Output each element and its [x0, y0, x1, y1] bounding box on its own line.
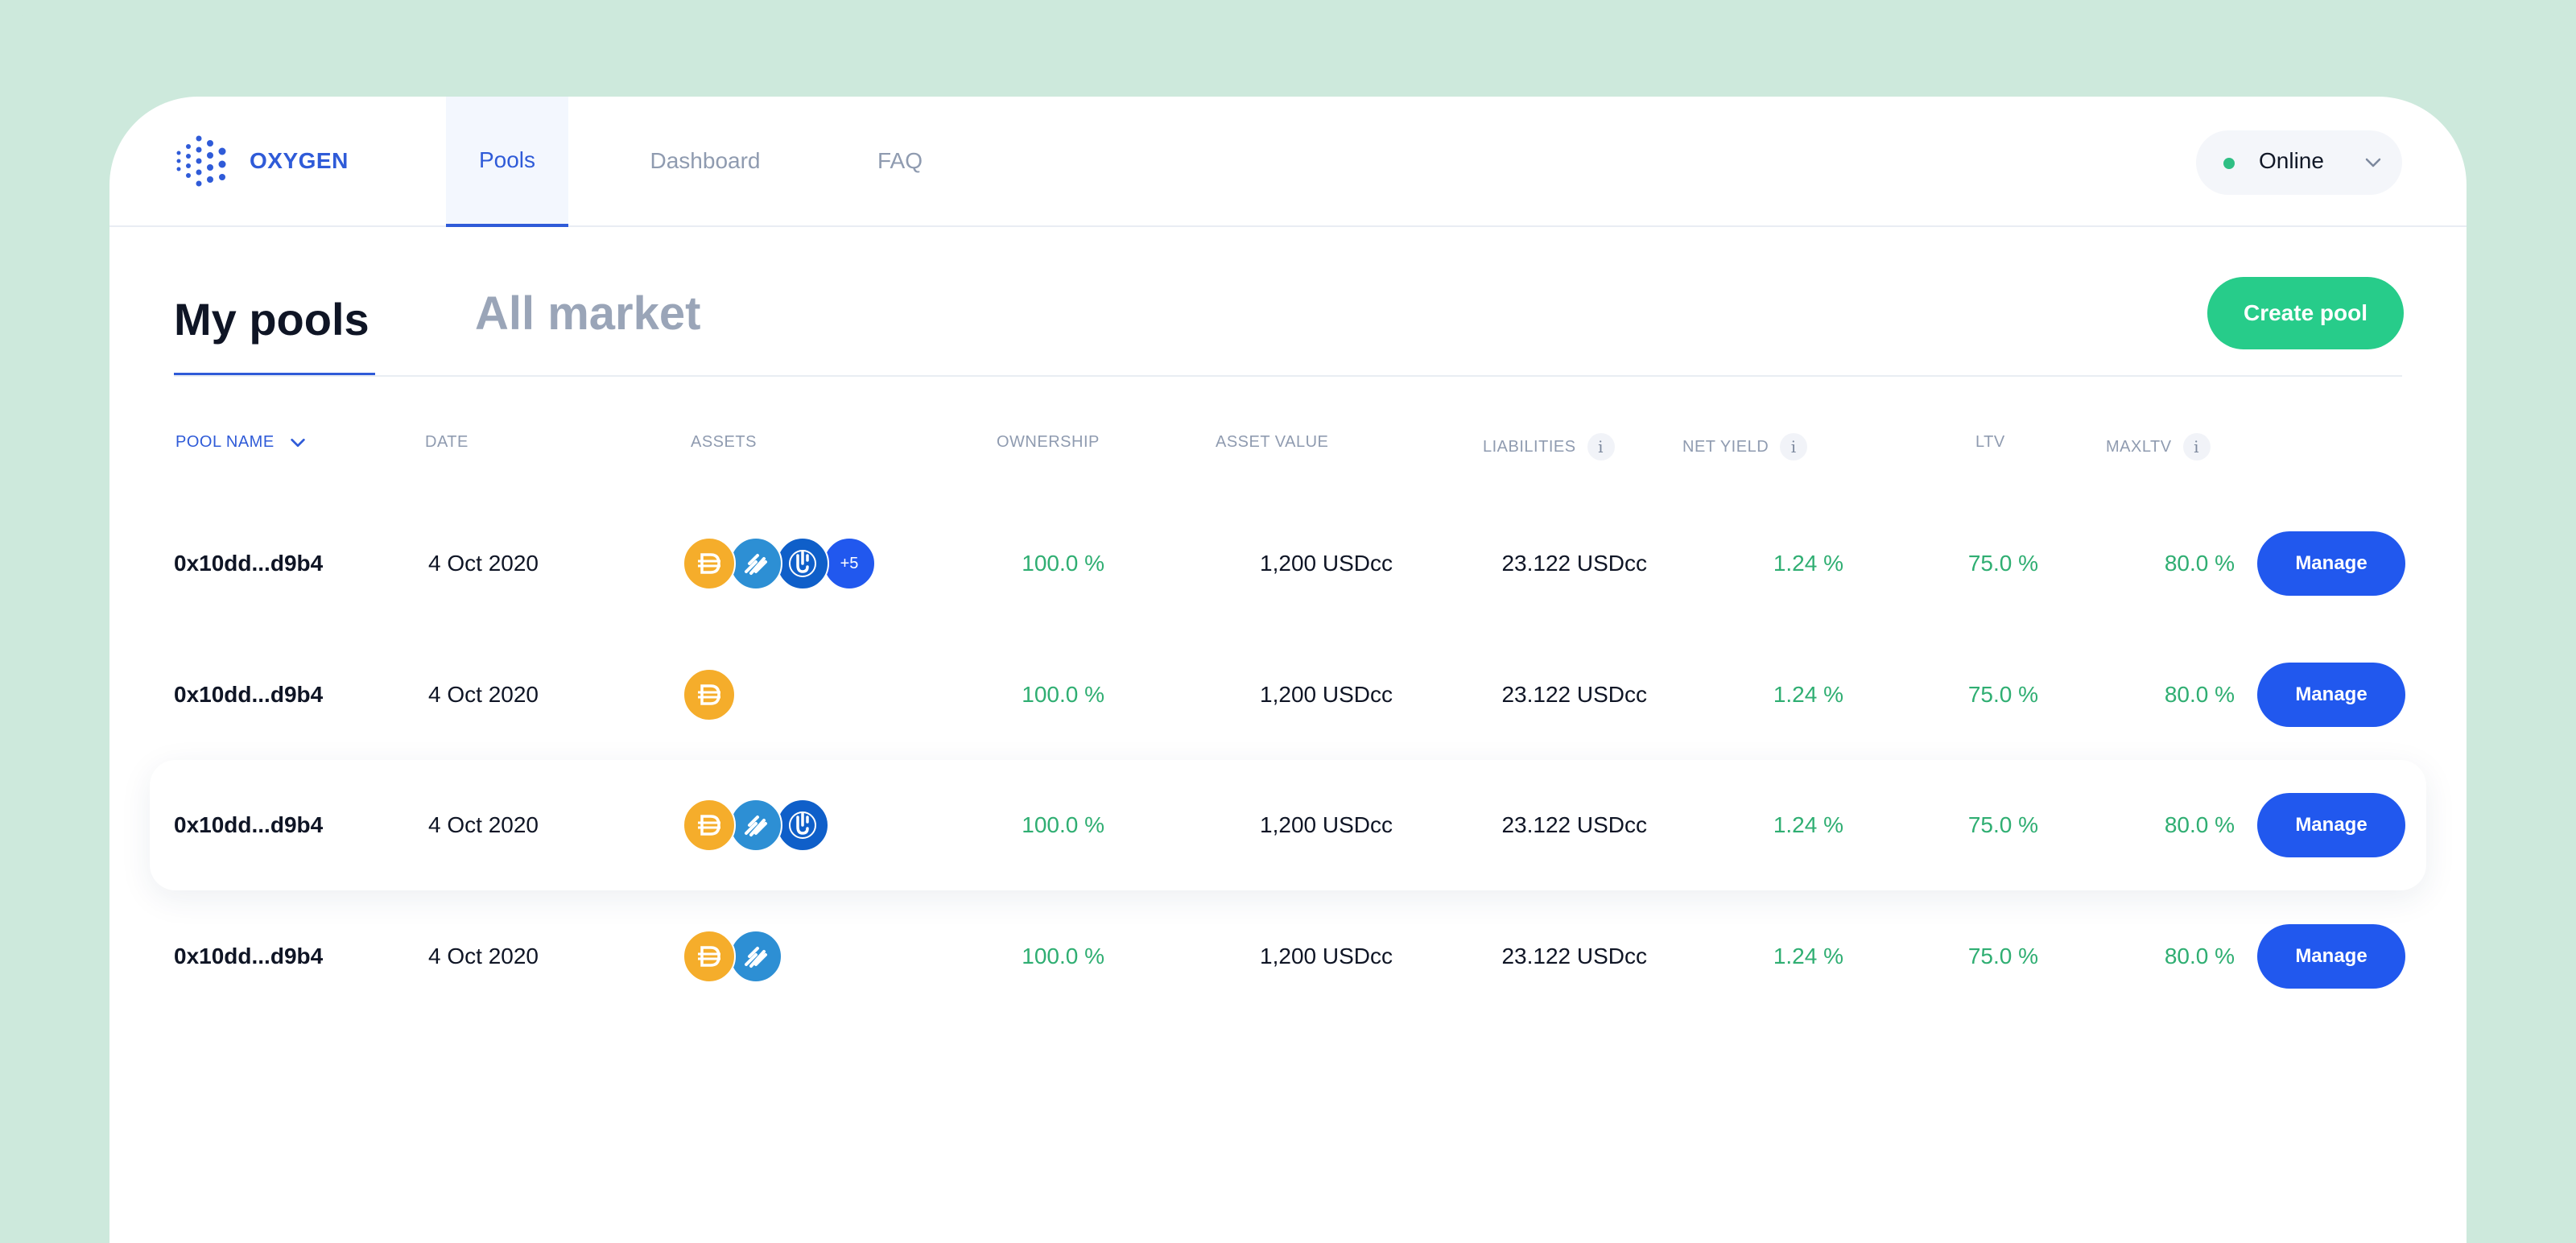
info-icon[interactable]: i: [1780, 433, 1808, 460]
dai-coin-icon: [683, 537, 736, 590]
pool-date: 4 Oct 2020: [428, 551, 539, 576]
create-pool-button[interactable]: Create pool: [2207, 277, 2404, 349]
column-header-liabilities[interactable]: LIABILITIES i: [1483, 433, 1615, 460]
table-row[interactable]: 0x10dd...d9b4 4 Oct 2020 100.0 % 1,200 U…: [150, 760, 2426, 890]
pool-name[interactable]: 0x10dd...d9b4: [174, 682, 324, 707]
sfi-coin-icon: [729, 799, 782, 852]
sfi-coin-icon: [729, 537, 782, 590]
ownership-value: 100.0 %: [1022, 551, 1104, 576]
tab-dashboard[interactable]: Dashboard: [625, 97, 786, 225]
net-yield-value: 1.24 %: [1773, 944, 1843, 968]
manage-button[interactable]: Manage: [2257, 531, 2405, 596]
asset-value: 1,200 USDcc: [1260, 944, 1393, 968]
tab-faq-label: FAQ: [877, 148, 923, 173]
table-row[interactable]: 0x10dd...d9b4 4 Oct 2020 100.0 % 1,200 U…: [150, 630, 2426, 760]
asset-icons[interactable]: +5: [683, 498, 876, 629]
pool-name[interactable]: 0x10dd...d9b4: [174, 551, 324, 576]
column-header-liabilities-label: LIABILITIES: [1483, 437, 1576, 456]
net-yield-value: 1.24 %: [1773, 682, 1843, 707]
column-header-date[interactable]: DATE: [425, 433, 469, 451]
column-header-net-yield[interactable]: NET YIELD i: [1682, 433, 1808, 460]
sfi-coin-icon: [729, 930, 782, 983]
liabilities-value: 23.122 USDcc: [1501, 682, 1647, 707]
asset-icons[interactable]: [683, 891, 782, 1022]
manage-button[interactable]: Manage: [2257, 924, 2405, 989]
tab-my-pools-indicator: [174, 373, 375, 376]
asset-value: 1,200 USDcc: [1260, 551, 1393, 576]
chevron-down-icon: [2365, 158, 2381, 167]
ltv-value: 75.0 %: [1967, 812, 2038, 837]
pool-date: 4 Oct 2020: [428, 944, 539, 968]
pool-name[interactable]: 0x10dd...d9b4: [174, 812, 324, 837]
tab-my-pools[interactable]: My pools: [174, 294, 369, 345]
ltv-value: 75.0 %: [1967, 551, 2038, 576]
manage-button[interactable]: Manage: [2257, 663, 2405, 727]
column-header-assets[interactable]: ASSETS: [691, 433, 757, 451]
ownership-value: 100.0 %: [1022, 944, 1104, 968]
asset-value: 1,200 USDcc: [1260, 682, 1393, 707]
info-icon[interactable]: i: [1587, 433, 1615, 460]
liabilities-value: 23.122 USDcc: [1501, 944, 1647, 968]
top-navbar: OXYGEN Pools Dashboard FAQ Online: [109, 97, 2467, 227]
tab-pools-label: Pools: [478, 147, 536, 172]
column-header-net-yield-label: NET YIELD: [1682, 437, 1769, 456]
tabs-divider: [174, 375, 2402, 377]
column-header-ownership[interactable]: OWNERSHIP: [997, 433, 1100, 451]
table-row[interactable]: 0x10dd...d9b4 4 Oct 2020 100.0 % 1,200 U…: [150, 891, 2426, 1022]
tab-pools[interactable]: Pools: [446, 97, 568, 227]
column-header-maxltv[interactable]: MAXLTV i: [2106, 433, 2211, 460]
table-row[interactable]: 0x10dd...d9b4 4 Oct 2020 +5 100.0 % 1,20…: [150, 498, 2426, 629]
column-header-pool-name-label: POOL NAME: [175, 433, 275, 451]
asset-icons[interactable]: [683, 630, 736, 760]
column-header-maxltv-label: MAXLTV: [2106, 437, 2172, 456]
liabilities-value: 23.122 USDcc: [1501, 551, 1647, 576]
dai-coin-icon: [683, 668, 736, 721]
ltv-value: 75.0 %: [1967, 944, 2038, 968]
pool-date: 4 Oct 2020: [428, 682, 539, 707]
tab-dashboard-label: Dashboard: [650, 148, 761, 173]
yfi-coin-icon: [776, 537, 829, 590]
manage-button[interactable]: Manage: [2257, 793, 2405, 857]
asset-value: 1,200 USDcc: [1260, 812, 1393, 837]
pool-name[interactable]: 0x10dd...d9b4: [174, 944, 324, 968]
network-status-dropdown[interactable]: Online: [2196, 130, 2402, 195]
status-label: Online: [2259, 148, 2324, 173]
tab-faq[interactable]: FAQ: [860, 97, 940, 225]
dai-coin-icon: [683, 930, 736, 983]
net-yield-value: 1.24 %: [1773, 812, 1843, 837]
chevron-down-icon: [290, 438, 305, 447]
ltv-value: 75.0 %: [1967, 682, 2038, 707]
asset-icons[interactable]: [683, 760, 829, 890]
column-header-asset-value[interactable]: ASSET VALUE: [1216, 433, 1329, 451]
ownership-value: 100.0 %: [1022, 682, 1104, 707]
info-icon[interactable]: i: [2182, 433, 2211, 460]
column-header-pool-name[interactable]: POOL NAME: [175, 433, 307, 452]
dai-coin-icon: [683, 799, 736, 852]
net-yield-value: 1.24 %: [1773, 551, 1843, 576]
brand-name[interactable]: OXYGEN: [250, 148, 349, 173]
maxltv-value: 80.0 %: [2164, 812, 2235, 837]
pool-date: 4 Oct 2020: [428, 812, 539, 837]
app-window: OXYGEN Pools Dashboard FAQ Online My poo…: [109, 97, 2467, 1243]
maxltv-value: 80.0 %: [2164, 682, 2235, 707]
maxltv-value: 80.0 %: [2164, 551, 2235, 576]
status-dot-icon: [2223, 158, 2235, 169]
tab-all-market[interactable]: All market: [475, 287, 701, 340]
more-assets-badge[interactable]: +5: [823, 537, 876, 590]
liabilities-value: 23.122 USDcc: [1501, 812, 1647, 837]
oxygen-logo-icon[interactable]: [174, 132, 230, 190]
yfi-coin-icon: [776, 799, 829, 852]
column-header-ltv[interactable]: LTV: [1975, 433, 2005, 451]
ownership-value: 100.0 %: [1022, 812, 1104, 837]
maxltv-value: 80.0 %: [2164, 944, 2235, 968]
